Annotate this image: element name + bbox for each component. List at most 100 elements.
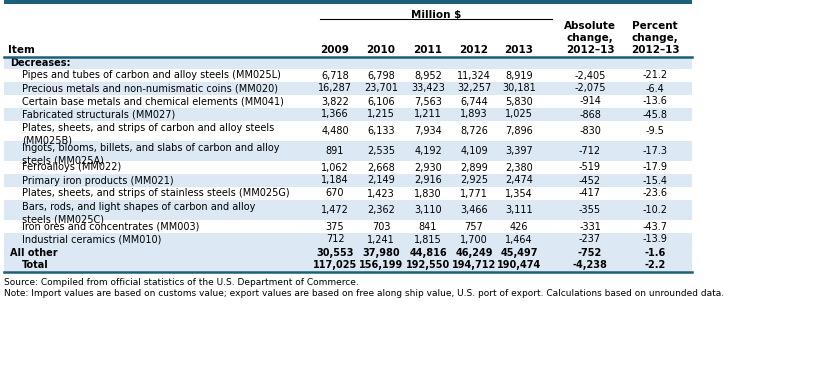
Text: 156,199: 156,199: [359, 261, 403, 270]
Text: 2,668: 2,668: [367, 162, 395, 173]
Text: -15.4: -15.4: [643, 176, 667, 185]
Text: 3,466: 3,466: [460, 205, 487, 215]
Text: 426: 426: [510, 221, 529, 232]
Text: -752: -752: [578, 247, 603, 258]
Text: Percent
change,
2012–13: Percent change, 2012–13: [630, 21, 679, 55]
Text: 1,423: 1,423: [367, 188, 395, 199]
Text: 1,464: 1,464: [506, 235, 533, 244]
Text: 37,980: 37,980: [363, 247, 399, 258]
Text: Absolute
change,
2012–13: Absolute change, 2012–13: [564, 21, 616, 55]
Bar: [4, 233, 692, 246]
Text: 1,184: 1,184: [321, 176, 349, 185]
Text: 5,830: 5,830: [506, 97, 533, 106]
Text: 757: 757: [464, 221, 483, 232]
Text: 7,896: 7,896: [506, 126, 533, 136]
Text: 192,550: 192,550: [406, 261, 450, 270]
Text: -237: -237: [579, 235, 601, 244]
Text: 2,916: 2,916: [414, 176, 442, 185]
Text: -868: -868: [579, 109, 601, 120]
Text: -10.2: -10.2: [643, 205, 667, 215]
Text: 3,822: 3,822: [321, 97, 349, 106]
Text: -23.6: -23.6: [643, 188, 667, 199]
Text: 2,362: 2,362: [367, 205, 395, 215]
Text: 1,830: 1,830: [414, 188, 441, 199]
Text: Plates, sheets, and strips of stainless steels (MM025G): Plates, sheets, and strips of stainless …: [22, 188, 289, 199]
Text: 117,025: 117,025: [313, 261, 357, 270]
Text: -6.4: -6.4: [645, 83, 664, 94]
Text: -21.2: -21.2: [643, 71, 667, 80]
Text: Item: Item: [8, 45, 35, 55]
Text: 1,241: 1,241: [367, 235, 395, 244]
Text: 1,354: 1,354: [506, 188, 533, 199]
Text: 1,062: 1,062: [321, 162, 349, 173]
Text: Certain base metals and chemical elements (MM041): Certain base metals and chemical element…: [22, 97, 284, 106]
Text: 712: 712: [326, 235, 344, 244]
Text: All other: All other: [10, 247, 58, 258]
Text: 8,952: 8,952: [414, 71, 442, 80]
Text: Plates, sheets, and strips of carbon and alloy steels
(MM025B): Plates, sheets, and strips of carbon and…: [22, 123, 275, 146]
Text: 2,899: 2,899: [460, 162, 488, 173]
Text: Ferroalloys (MM022): Ferroalloys (MM022): [22, 162, 122, 173]
Text: 44,816: 44,816: [409, 247, 447, 258]
Text: 670: 670: [326, 188, 344, 199]
Text: 1,215: 1,215: [367, 109, 395, 120]
Text: Source: Compiled from official statistics of the U.S. Department of Commerce.: Source: Compiled from official statistic…: [4, 278, 358, 287]
Text: 194,712: 194,712: [452, 261, 496, 270]
Text: 2011: 2011: [413, 45, 442, 55]
Text: -1.6: -1.6: [644, 247, 666, 258]
Text: 891: 891: [326, 146, 344, 156]
Text: -519: -519: [579, 162, 601, 173]
Text: 11,324: 11,324: [457, 71, 491, 80]
Bar: [4, 141, 692, 161]
Text: 3,111: 3,111: [506, 205, 533, 215]
Text: -2,405: -2,405: [575, 71, 606, 80]
Bar: [4, 161, 692, 174]
Text: -830: -830: [579, 126, 601, 136]
Text: -2.2: -2.2: [644, 261, 666, 270]
Text: 1,366: 1,366: [321, 109, 349, 120]
Text: 2,535: 2,535: [367, 146, 395, 156]
Text: 45,497: 45,497: [501, 247, 538, 258]
Text: 2013: 2013: [505, 45, 533, 55]
Text: Fabricated structurals (MM027): Fabricated structurals (MM027): [22, 109, 175, 120]
Text: -9.5: -9.5: [645, 126, 664, 136]
Bar: [4, 95, 692, 108]
Text: 1,771: 1,771: [460, 188, 488, 199]
Text: -331: -331: [579, 221, 601, 232]
Text: Million $: Million $: [411, 10, 461, 20]
Text: 1,025: 1,025: [505, 109, 533, 120]
Text: -355: -355: [579, 205, 601, 215]
Bar: [4, 220, 692, 233]
Text: -2,075: -2,075: [575, 83, 606, 94]
Text: 7,934: 7,934: [414, 126, 442, 136]
Text: Precious metals and non-numismatic coins (MM020): Precious metals and non-numismatic coins…: [22, 83, 278, 94]
Text: 375: 375: [326, 221, 344, 232]
Text: 30,181: 30,181: [502, 83, 536, 94]
Text: 2,474: 2,474: [505, 176, 533, 185]
Text: 3,110: 3,110: [414, 205, 441, 215]
Bar: [4, 187, 692, 200]
Text: Primary iron products (MM021): Primary iron products (MM021): [22, 176, 173, 185]
Bar: [4, 0, 692, 4]
Bar: [4, 82, 692, 95]
Text: Total: Total: [22, 261, 48, 270]
Text: -4,238: -4,238: [573, 261, 607, 270]
Text: 7,563: 7,563: [414, 97, 442, 106]
Text: 703: 703: [372, 221, 390, 232]
Text: 1,815: 1,815: [414, 235, 442, 244]
Bar: [4, 121, 692, 141]
Bar: [4, 259, 692, 272]
Text: -914: -914: [579, 97, 601, 106]
Text: 841: 841: [419, 221, 437, 232]
Text: 4,109: 4,109: [460, 146, 487, 156]
Text: 16,287: 16,287: [318, 83, 352, 94]
Text: 30,553: 30,553: [316, 247, 353, 258]
Text: 46,249: 46,249: [455, 247, 492, 258]
Text: 1,211: 1,211: [414, 109, 442, 120]
Text: 2009: 2009: [321, 45, 349, 55]
Text: 2,925: 2,925: [460, 176, 488, 185]
Text: -45.8: -45.8: [643, 109, 667, 120]
Text: 1,472: 1,472: [321, 205, 349, 215]
Text: Industrial ceramics (MM010): Industrial ceramics (MM010): [22, 235, 161, 244]
Text: 8,726: 8,726: [460, 126, 488, 136]
